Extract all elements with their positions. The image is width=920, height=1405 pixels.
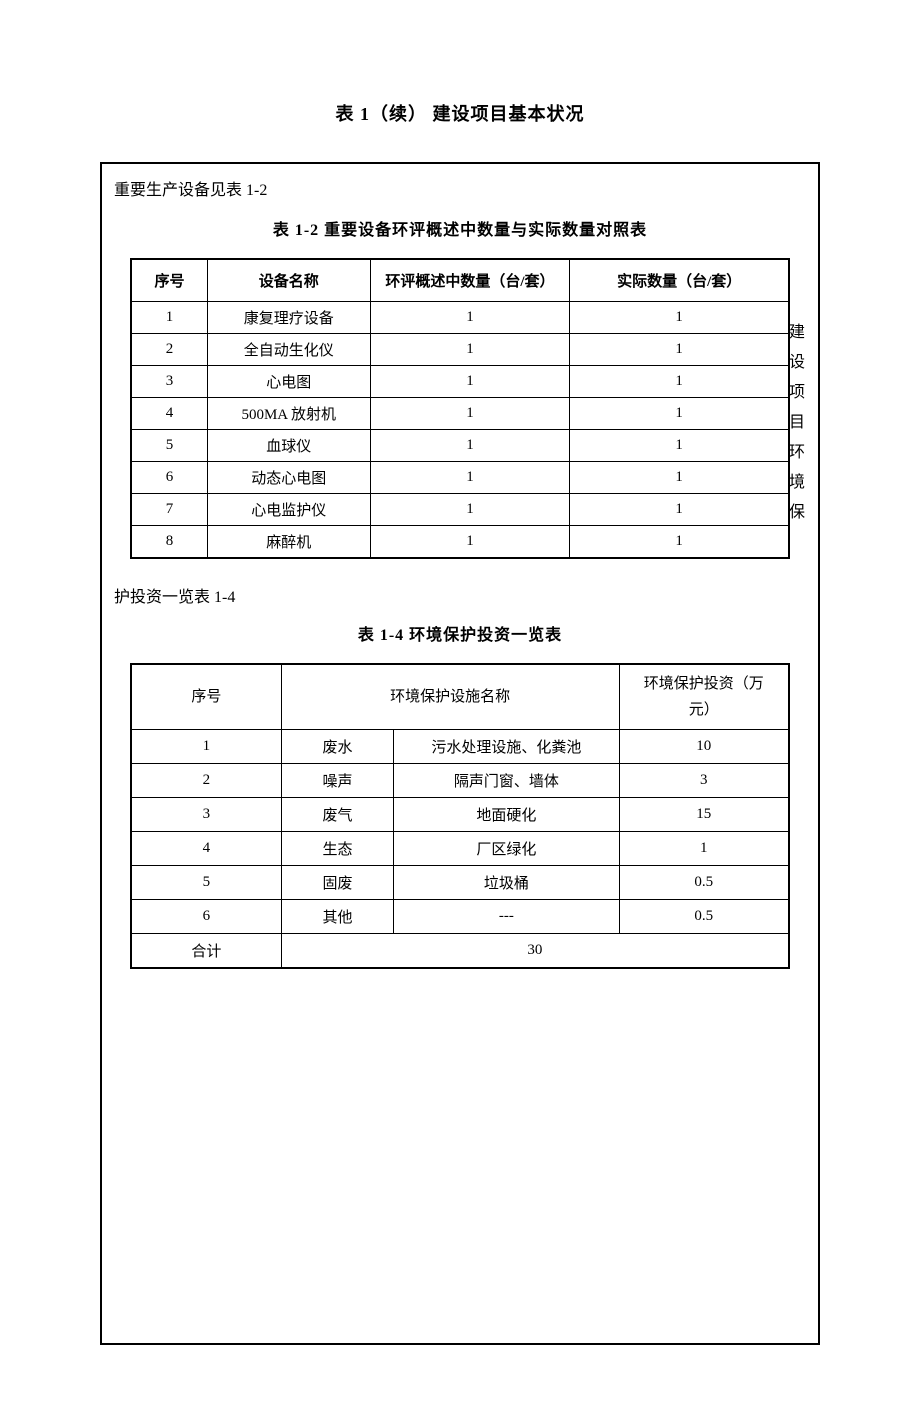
- page-title: 表 1（续） 建设项目基本状况: [100, 100, 820, 126]
- total-value: 30: [281, 934, 789, 969]
- table-1-2-caption: 表 1-2 重要设备环评概述中数量与实际数量对照表: [102, 216, 818, 240]
- col-header: 环境保护投资（万 元）: [619, 664, 789, 730]
- table-row: 1废水污水处理设施、化粪池10: [131, 730, 789, 764]
- col-header: 序号: [131, 259, 207, 302]
- table-row: 6动态心电图11: [131, 462, 789, 494]
- table-1-2: 序号 设备名称 环评概述中数量（台/套） 实际数量（台/套） 1康复理疗设备11…: [130, 258, 790, 559]
- document-page: 表 1（续） 建设项目基本状况 重要生产设备见表 1-2 表 1-2 重要设备环…: [0, 0, 920, 1405]
- table-row: 3心电图11: [131, 366, 789, 398]
- col-header: 实际数量（台/套）: [570, 259, 789, 302]
- table-total-row: 合计 30: [131, 934, 789, 969]
- table-row: 4500MA 放射机11: [131, 398, 789, 430]
- col-header: 环境保护设施名称: [281, 664, 619, 730]
- table-row: 3废气地面硬化15: [131, 798, 789, 832]
- content-frame: 重要生产设备见表 1-2 表 1-2 重要设备环评概述中数量与实际数量对照表 序…: [100, 162, 820, 1345]
- table-row: 5血球仪11: [131, 430, 789, 462]
- table-row: 2噪声隔声门窗、墙体3: [131, 764, 789, 798]
- total-label: 合计: [131, 934, 281, 969]
- table-row: 5固废垃圾桶0.5: [131, 866, 789, 900]
- intro-text-2: 护投资一览表 1-4: [114, 583, 818, 607]
- table-header-row: 序号 环境保护设施名称 环境保护投资（万 元）: [131, 664, 789, 730]
- col-header: 环评概述中数量（台/套）: [370, 259, 570, 302]
- table-row: 4生态厂区绿化1: [131, 832, 789, 866]
- col-header: 序号: [131, 664, 281, 730]
- table-row: 7心电监护仪11: [131, 494, 789, 526]
- intro-text-1: 重要生产设备见表 1-2: [114, 176, 818, 200]
- table-row: 8麻醉机11: [131, 526, 789, 559]
- table-1-4: 序号 环境保护设施名称 环境保护投资（万 元） 1废水污水处理设施、化粪池10 …: [130, 663, 790, 969]
- col-header: 设备名称: [207, 259, 370, 302]
- table-1-4-caption: 表 1-4 环境保护投资一览表: [102, 621, 818, 645]
- table-header-row: 序号 设备名称 环评概述中数量（台/套） 实际数量（台/套）: [131, 259, 789, 302]
- table-row: 6其他---0.5: [131, 900, 789, 934]
- table-row: 2全自动生化仪11: [131, 334, 789, 366]
- table-row: 1康复理疗设备11: [131, 302, 789, 334]
- vertical-run-text: 建设项目环境保: [788, 318, 806, 528]
